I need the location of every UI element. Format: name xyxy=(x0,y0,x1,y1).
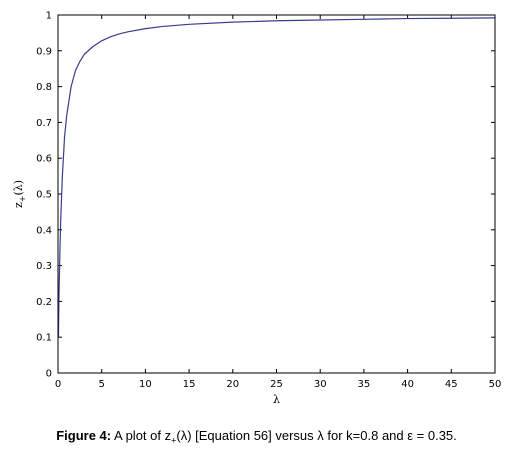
y-tick-label: 0.6 xyxy=(36,154,52,165)
x-tick-label: 15 xyxy=(183,379,196,390)
line-chart: 0 5 10 15 20 25 30 35 40 45 50 0 0.1 0.2 0.3 0.4 0.5 0.6 0… xyxy=(12,11,501,407)
x-tick-label: 35 xyxy=(358,379,371,390)
x-tick-label: 30 xyxy=(314,379,327,390)
x-tick-label: 40 xyxy=(401,379,414,390)
y-axis-label-argument: (λ) xyxy=(12,180,25,196)
y-tick-label: 0 xyxy=(46,369,52,380)
y-axis-label-subscript: + xyxy=(18,196,27,203)
plot-frame xyxy=(57,14,496,374)
y-tick-label: 0.8 xyxy=(36,82,52,93)
x-tick-label: 10 xyxy=(139,379,152,390)
caption-text-before: A plot of z xyxy=(111,428,172,443)
y-tick-label: 0.1 xyxy=(36,333,52,344)
y-axis-label-base: z xyxy=(12,202,25,208)
ticks-layer xyxy=(57,14,496,374)
caption-subscript: + xyxy=(171,435,177,446)
tick-labels-layer: 0 5 10 15 20 25 30 35 40 45 50 0 0.1 0.2 0.3 0.4 0.5 0.6 0… xyxy=(36,11,501,391)
series-layer xyxy=(57,17,496,338)
y-tick-label: 0.4 xyxy=(36,225,52,236)
figure-caption: Figure 4: A plot of z+(λ) [Equation 56] … xyxy=(0,428,513,446)
caption-text-after: (λ) [Equation 56] versus λ for k=0.8 and… xyxy=(176,428,457,443)
y-tick-label: 0.2 xyxy=(36,297,52,308)
x-tick-label: 25 xyxy=(270,379,283,390)
caption-label: Figure 4: xyxy=(56,428,112,443)
series-line-0 xyxy=(57,17,496,338)
y-tick-label: 0.7 xyxy=(36,118,52,129)
x-tick-label: 5 xyxy=(99,379,105,390)
x-tick-label: 50 xyxy=(489,379,502,390)
x-tick-label: 20 xyxy=(226,379,239,390)
y-tick-label: 0.5 xyxy=(36,190,52,201)
y-tick-label: 0.3 xyxy=(36,261,52,272)
y-tick-label: 0.9 xyxy=(36,46,52,57)
x-axis-label: λ xyxy=(273,393,280,406)
x-tick-label: 45 xyxy=(445,379,458,390)
y-axis-label: z+(λ) xyxy=(12,180,27,208)
x-tick-label: 0 xyxy=(55,379,61,390)
y-tick-label: 1 xyxy=(46,11,52,22)
